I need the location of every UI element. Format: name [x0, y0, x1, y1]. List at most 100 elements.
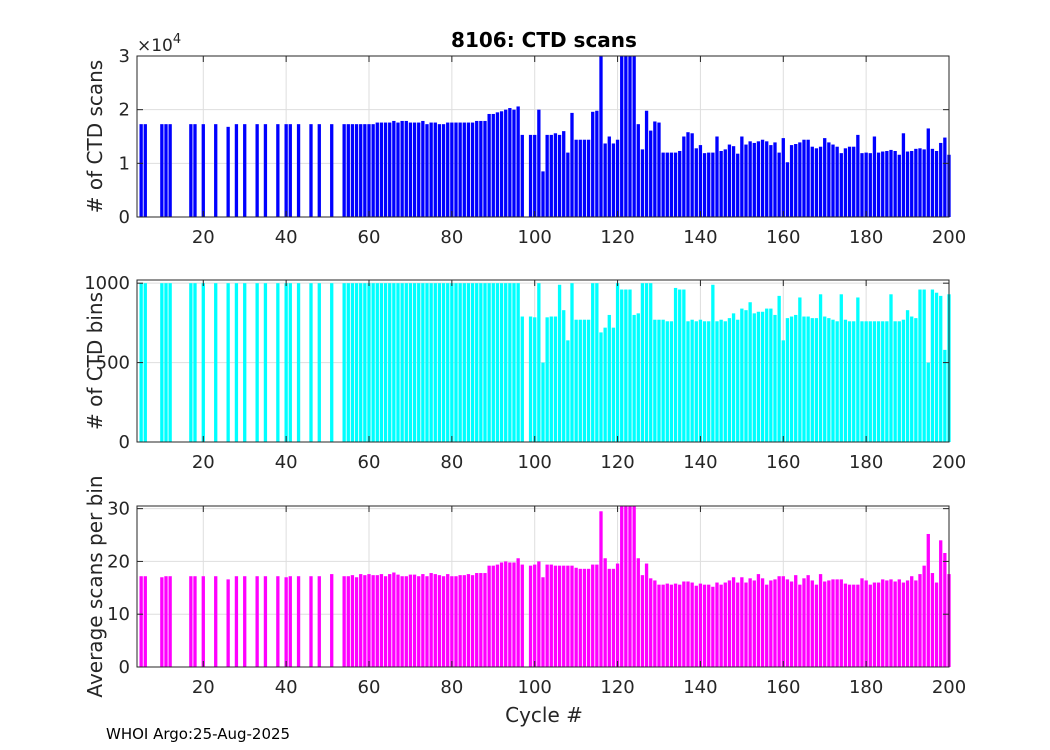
bar	[723, 321, 727, 442]
bar	[893, 581, 897, 667]
bar	[661, 319, 665, 442]
bar	[243, 576, 247, 667]
bar	[450, 576, 454, 667]
bar	[661, 584, 665, 667]
bar	[429, 122, 433, 217]
bar	[160, 283, 164, 442]
bar	[595, 564, 599, 667]
bar	[702, 321, 707, 442]
bar	[491, 283, 495, 442]
bar	[723, 149, 727, 217]
bar	[897, 321, 901, 442]
bar	[354, 124, 359, 217]
bar	[193, 124, 197, 217]
bar	[827, 142, 831, 217]
bar	[495, 564, 500, 667]
bar	[756, 141, 761, 217]
bar	[939, 295, 943, 442]
bar	[673, 152, 678, 217]
bar	[537, 561, 541, 667]
bar	[429, 283, 433, 442]
bar	[296, 576, 301, 667]
bar	[201, 283, 205, 442]
bar	[404, 283, 408, 442]
bar	[673, 583, 678, 667]
bar	[669, 321, 674, 442]
bar	[930, 148, 935, 217]
bar	[578, 139, 582, 217]
bar	[371, 575, 375, 667]
bar	[785, 318, 790, 442]
bar	[214, 576, 218, 667]
bar	[715, 582, 719, 667]
bar	[760, 139, 765, 217]
bar	[193, 576, 197, 667]
bar	[330, 124, 334, 217]
bar	[446, 283, 450, 442]
bar	[719, 319, 723, 442]
y-axis-label: # of CTD scans	[83, 60, 107, 213]
bar	[653, 121, 657, 217]
x-tick-label: 80	[440, 677, 463, 698]
x-tick-label: 140	[683, 452, 717, 473]
bar	[694, 148, 698, 217]
bar	[943, 552, 947, 667]
bar	[934, 292, 939, 442]
bar	[412, 574, 417, 667]
bar	[143, 124, 147, 217]
bar	[653, 319, 657, 442]
bar	[201, 576, 205, 667]
x-tick-label: 200	[932, 677, 966, 698]
bar	[649, 130, 653, 217]
bar	[769, 308, 773, 442]
bar	[852, 584, 856, 667]
bar	[566, 565, 570, 667]
bar	[396, 574, 400, 667]
bar	[698, 145, 703, 217]
bar	[429, 573, 433, 667]
bar	[379, 283, 384, 442]
bar	[234, 576, 239, 667]
bar	[479, 120, 483, 217]
bar	[678, 150, 682, 217]
bar	[640, 575, 645, 667]
x-tick-label: 180	[849, 227, 883, 248]
bar	[566, 340, 570, 442]
bar	[400, 283, 404, 442]
bar	[905, 151, 910, 217]
x-tick-label: 40	[275, 677, 298, 698]
x-tick-label: 20	[192, 452, 215, 473]
bar	[354, 577, 359, 667]
bar	[876, 582, 881, 667]
bar	[628, 289, 632, 442]
bar	[574, 139, 578, 217]
x-tick-label: 140	[683, 227, 717, 248]
bar	[918, 289, 922, 442]
bar	[412, 283, 417, 442]
bar	[595, 283, 599, 442]
bar	[504, 109, 508, 217]
bar	[901, 133, 906, 217]
bar	[458, 575, 462, 667]
bar	[798, 584, 802, 667]
bar	[781, 138, 785, 217]
y-tick-label: 0	[119, 432, 130, 453]
bar	[421, 120, 425, 217]
bar	[495, 112, 500, 217]
bar	[425, 283, 429, 442]
bar	[441, 576, 446, 667]
bar	[748, 141, 752, 217]
bar	[363, 575, 367, 667]
panel-scans: 20 40 60 80 100 120 140 160 180 200 0 1 2 3 ×104 # of C…	[83, 32, 966, 248]
bar	[818, 294, 823, 442]
bar	[934, 582, 939, 667]
bar	[516, 558, 520, 667]
bar	[276, 576, 280, 667]
bar	[591, 283, 595, 442]
bar	[504, 561, 508, 667]
bar	[864, 152, 868, 217]
bar	[512, 109, 516, 217]
bar	[586, 568, 591, 667]
bar	[458, 122, 462, 217]
